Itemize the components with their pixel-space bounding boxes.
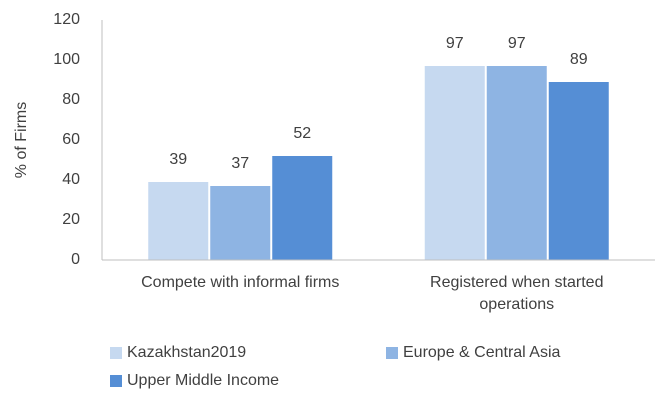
x-tick-label: Compete with informal firms — [141, 274, 340, 291]
bar — [272, 156, 333, 260]
bar — [148, 182, 209, 260]
y-tick-label: 100 — [53, 51, 80, 68]
bar — [210, 186, 271, 260]
y-tick-label: 0 — [71, 251, 80, 268]
legend-swatch — [386, 347, 398, 359]
legend-label: Kazakhstan2019 — [127, 344, 246, 361]
y-axis-label: % of Firms — [13, 102, 30, 178]
y-tick-label: 20 — [62, 211, 80, 228]
y-tick-label: 120 — [53, 11, 80, 28]
data-label: 37 — [231, 155, 249, 172]
data-label: 97 — [446, 35, 464, 52]
y-tick-label: 80 — [62, 91, 80, 108]
y-tick-label: 40 — [62, 171, 80, 188]
legend-label: Upper Middle Income — [127, 372, 279, 389]
legend-label: Europe & Central Asia — [403, 344, 561, 361]
data-label: 97 — [508, 35, 526, 52]
data-label: 52 — [293, 125, 311, 142]
y-tick-label: 60 — [62, 131, 80, 148]
data-label: 89 — [570, 51, 588, 68]
bar — [486, 66, 547, 260]
x-tick-label: Registered when started operations — [430, 274, 604, 313]
bar — [424, 66, 485, 260]
bar — [548, 82, 609, 260]
legend-swatch — [110, 347, 122, 359]
legend-swatch — [110, 375, 122, 387]
data-label: 39 — [169, 151, 187, 168]
